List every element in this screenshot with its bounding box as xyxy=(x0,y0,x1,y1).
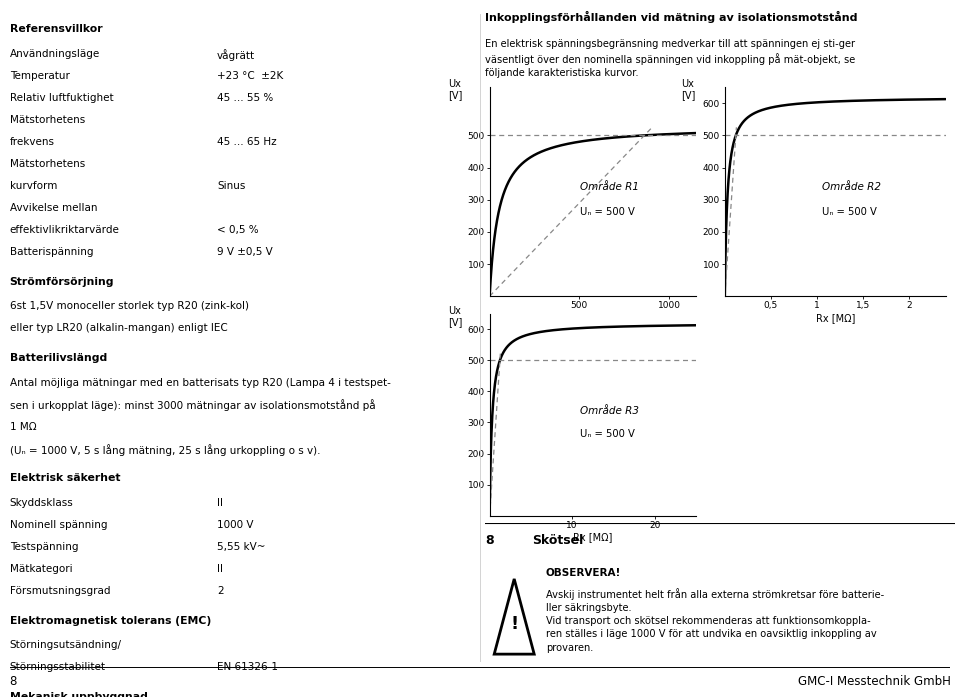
Text: Försmutsningsgrad: Försmutsningsgrad xyxy=(10,586,110,596)
Text: 8: 8 xyxy=(485,534,493,547)
Text: 1000 V: 1000 V xyxy=(217,520,253,530)
Text: effektivlikriktarvärde: effektivlikriktarvärde xyxy=(10,225,119,236)
Text: Referensvillkor: Referensvillkor xyxy=(10,24,102,33)
Text: Användningsläge: Användningsläge xyxy=(10,49,100,59)
Text: Inkopplingsförhållanden vid mätning av isolationsmotstånd: Inkopplingsförhållanden vid mätning av i… xyxy=(485,10,857,22)
Text: Uₙ = 500 V: Uₙ = 500 V xyxy=(822,206,876,217)
Text: Störningsstabilitet: Störningsstabilitet xyxy=(10,662,106,672)
Text: Batterispänning: Batterispänning xyxy=(10,247,93,257)
Text: Strömförsörjning: Strömförsörjning xyxy=(10,277,114,287)
Text: Mekanisk uppbyggnad: Mekanisk uppbyggnad xyxy=(10,692,148,697)
Text: Antal möjliga mätningar med en batterisats typ R20 (Lampa 4 i testspet-: Antal möjliga mätningar med en batterisa… xyxy=(10,378,391,388)
Text: sen i urkopplat läge): minst 3000 mätningar av isolationsmotstånd på: sen i urkopplat läge): minst 3000 mätnin… xyxy=(10,399,375,411)
Text: 45 ... 65 Hz: 45 ... 65 Hz xyxy=(217,137,276,147)
Text: II: II xyxy=(217,564,223,574)
X-axis label: Rx [MΩ]: Rx [MΩ] xyxy=(573,533,612,542)
Text: Mätkategori: Mätkategori xyxy=(10,564,72,574)
Text: OBSERVERA!: OBSERVERA! xyxy=(546,568,621,578)
Text: Område R2: Område R2 xyxy=(822,183,881,192)
Text: Temperatur: Temperatur xyxy=(10,71,69,81)
Text: +23 °C  ±2K: +23 °C ±2K xyxy=(217,71,283,81)
Text: Avskij instrumentet helt från alla externa strömkretsar före batterie-
ller säkr: Avskij instrumentet helt från alla exter… xyxy=(546,588,884,652)
Text: Mätstorhetens: Mätstorhetens xyxy=(10,115,84,125)
X-axis label: Rx [MΩ]: Rx [MΩ] xyxy=(815,313,855,323)
Text: eller typ LR20 (alkalin-mangan) enligt IEC: eller typ LR20 (alkalin-mangan) enligt I… xyxy=(10,323,228,333)
Text: < 0,5 %: < 0,5 % xyxy=(217,225,259,236)
Text: 2: 2 xyxy=(217,586,224,596)
Text: Skyddsklass: Skyddsklass xyxy=(10,498,73,507)
Text: Testspänning: Testspänning xyxy=(10,542,78,552)
Text: Ux
[V]: Ux [V] xyxy=(448,305,463,327)
Text: kurvform: kurvform xyxy=(10,181,57,191)
Text: Avvikelse mellan: Avvikelse mellan xyxy=(10,204,97,213)
Text: Störningsutsändning/: Störningsutsändning/ xyxy=(10,640,122,650)
Text: 9 V ±0,5 V: 9 V ±0,5 V xyxy=(217,247,273,257)
Text: Mätstorhetens: Mätstorhetens xyxy=(10,159,84,169)
Text: Skötsel: Skötsel xyxy=(532,534,583,547)
Text: Batterilivslängd: Batterilivslängd xyxy=(10,353,107,363)
Text: (Uₙ = 1000 V, 5 s lång mätning, 25 s lång urkoppling o s v).: (Uₙ = 1000 V, 5 s lång mätning, 25 s lån… xyxy=(10,443,320,456)
Text: 6st 1,5V monoceller storlek typ R20 (zink-kol): 6st 1,5V monoceller storlek typ R20 (zin… xyxy=(10,301,249,312)
Text: 8: 8 xyxy=(10,675,17,688)
Text: GMC-I Messtechnik GmbH: GMC-I Messtechnik GmbH xyxy=(798,675,950,688)
Text: 45 ... 55 %: 45 ... 55 % xyxy=(217,93,274,103)
Text: vågrätt: vågrätt xyxy=(217,49,255,61)
Text: Ux
[V]: Ux [V] xyxy=(681,79,695,100)
Text: Sinus: Sinus xyxy=(217,181,246,191)
Text: 1 MΩ: 1 MΩ xyxy=(10,422,36,431)
Text: En elektrisk spänningsbegränsning medverkar till att spänningen ej sti-ger
väsen: En elektrisk spänningsbegränsning medver… xyxy=(485,38,855,78)
Text: Elektromagnetisk tolerans (EMC): Elektromagnetisk tolerans (EMC) xyxy=(10,615,211,626)
X-axis label: Rx [kΩ]: Rx [kΩ] xyxy=(574,313,612,323)
Text: !: ! xyxy=(510,615,518,634)
Text: 5,55 kV~: 5,55 kV~ xyxy=(217,542,266,552)
Text: Uₙ = 500 V: Uₙ = 500 V xyxy=(581,206,636,217)
Text: Relativ luftfuktighet: Relativ luftfuktighet xyxy=(10,93,113,103)
Text: II: II xyxy=(217,498,223,507)
Text: Ux
[V]: Ux [V] xyxy=(448,79,463,100)
Text: Område R1: Område R1 xyxy=(581,183,639,192)
Text: Elektrisk säkerhet: Elektrisk säkerhet xyxy=(10,473,120,484)
Text: frekvens: frekvens xyxy=(10,137,55,147)
Text: Område R3: Område R3 xyxy=(581,406,639,415)
Text: Uₙ = 500 V: Uₙ = 500 V xyxy=(581,429,636,439)
Text: EN 61326-1: EN 61326-1 xyxy=(217,662,278,672)
Text: Nominell spänning: Nominell spänning xyxy=(10,520,108,530)
